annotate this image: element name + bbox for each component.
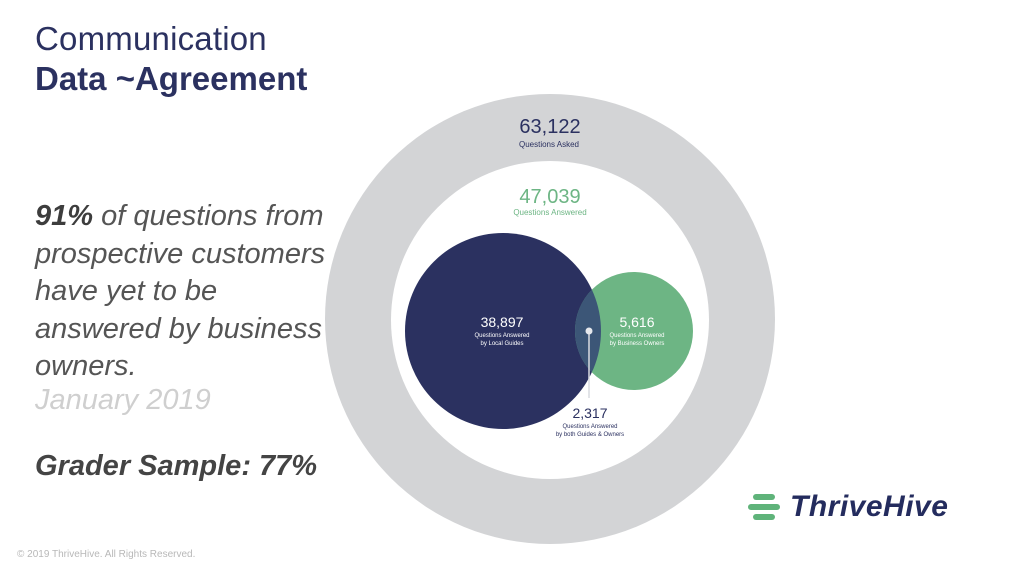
hive-stack-icon	[748, 494, 780, 520]
asked-value: 63,122	[519, 116, 580, 138]
grader-sample: Grader Sample: 77%	[35, 450, 318, 482]
business-owners-value: 5,616	[619, 314, 654, 330]
date-label: January 2019	[35, 384, 211, 416]
statement: 91% of questions from prospective custom…	[35, 198, 335, 386]
both-label-2: by both Guides & Owners	[556, 432, 624, 438]
local-guides-label-1: Questions Answered	[474, 333, 529, 339]
answered-label: Questions Answered	[513, 208, 586, 217]
title-line-1: Communication	[35, 20, 267, 57]
copyright-footer: © 2019 ThriveHive. All Rights Reserved.	[17, 549, 196, 560]
local-guides-circle	[405, 233, 601, 429]
business-owners-label-2: by Business Owners	[610, 341, 665, 347]
thrivehive-logo: ThriveHive	[748, 490, 948, 524]
business-owners-circle	[575, 272, 693, 390]
overlap-pointer-dot	[585, 327, 593, 335]
logo-wordmark: ThriveHive	[790, 490, 949, 523]
statement-text: of questions from prospective customers …	[35, 200, 326, 382]
statement-percent: 91%	[35, 200, 94, 232]
local-guides-value: 38,897	[481, 314, 524, 330]
asked-label: Questions Asked	[519, 140, 579, 149]
both-label-1: Questions Answered	[562, 424, 617, 430]
both-value: 2,317	[572, 405, 607, 421]
title-line-2: Data ~Agreement	[35, 60, 308, 97]
business-owners-label-1: Questions Answered	[609, 333, 664, 339]
answered-value: 47,039	[519, 186, 580, 208]
local-guides-label-2: by Local Guides	[480, 341, 523, 347]
